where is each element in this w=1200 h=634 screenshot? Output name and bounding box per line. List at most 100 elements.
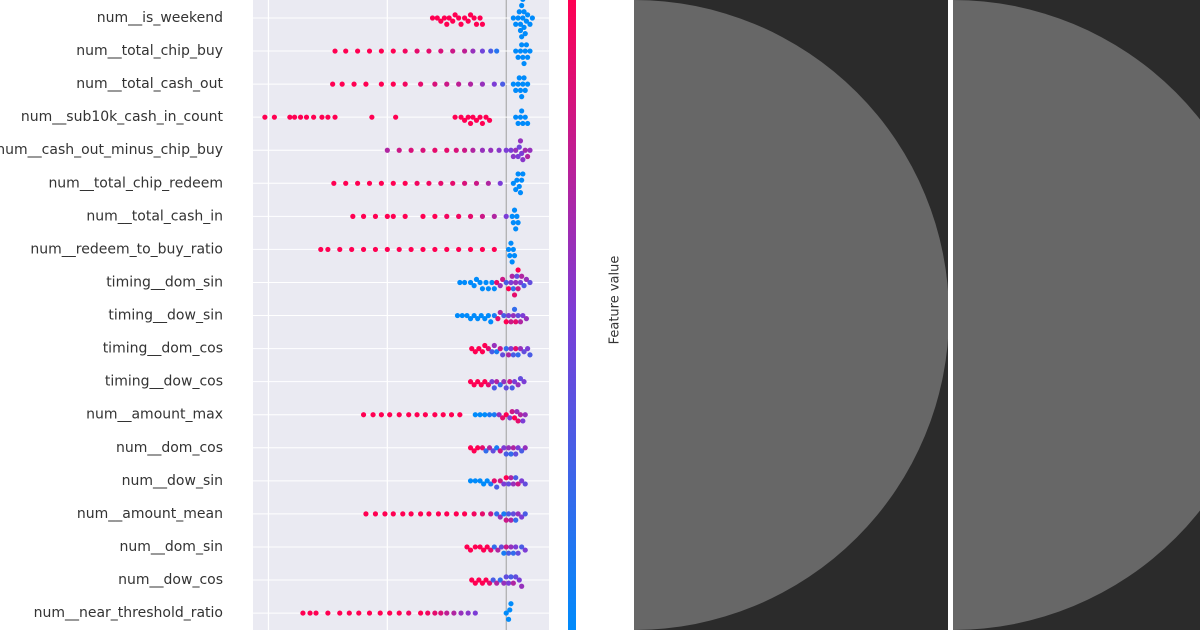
dot — [467, 120, 474, 127]
dot — [483, 577, 489, 583]
dot — [509, 259, 515, 265]
dot — [408, 147, 414, 153]
dot — [522, 412, 528, 418]
dot — [438, 48, 444, 54]
dot — [467, 379, 474, 385]
dot — [452, 12, 458, 18]
dot — [513, 346, 519, 352]
dot — [444, 610, 450, 616]
dot — [515, 511, 521, 517]
dot — [473, 21, 480, 27]
dot — [497, 283, 503, 289]
dot — [456, 213, 462, 219]
dot — [408, 246, 414, 253]
dot — [420, 147, 426, 153]
dot — [501, 379, 507, 385]
dot — [488, 319, 494, 325]
dot — [382, 511, 388, 517]
dot — [515, 312, 521, 319]
dot — [510, 481, 516, 487]
dot — [473, 276, 480, 282]
dot — [503, 544, 509, 550]
dot — [360, 213, 367, 219]
dot — [325, 610, 331, 616]
dot — [469, 577, 475, 583]
dot — [491, 286, 497, 292]
dot — [513, 517, 519, 523]
dot — [514, 213, 520, 219]
dot — [503, 279, 509, 286]
dot — [520, 15, 526, 21]
dot — [434, 15, 440, 21]
dot — [337, 610, 343, 616]
dot — [287, 114, 293, 120]
dot — [519, 34, 525, 40]
dot — [482, 379, 488, 385]
dot — [497, 514, 503, 520]
dot — [516, 183, 522, 190]
dot — [477, 478, 483, 484]
dot — [471, 312, 477, 319]
dot — [505, 246, 512, 253]
dot — [494, 580, 500, 586]
dot — [517, 190, 524, 196]
dot — [432, 213, 438, 219]
dot — [479, 580, 486, 586]
dot — [491, 478, 497, 484]
dot — [491, 81, 497, 87]
dot — [372, 511, 379, 517]
dot — [438, 610, 444, 616]
dot — [432, 246, 438, 253]
dot — [503, 412, 509, 418]
dot — [378, 81, 384, 87]
dot — [471, 448, 477, 454]
dot — [472, 580, 478, 586]
dot — [378, 180, 384, 186]
dot — [511, 415, 518, 421]
dot — [513, 279, 519, 286]
dot — [515, 220, 521, 226]
dot — [325, 114, 331, 120]
dot — [523, 316, 530, 322]
dot — [485, 312, 491, 319]
dot — [452, 114, 458, 120]
dot — [384, 147, 390, 153]
dot — [366, 48, 373, 54]
dot — [496, 147, 502, 153]
dot — [510, 445, 516, 451]
dot — [489, 349, 495, 355]
dot — [384, 246, 390, 253]
dot — [456, 15, 462, 21]
dot — [458, 21, 464, 27]
dot — [479, 349, 486, 355]
dot — [486, 445, 493, 451]
dot — [520, 418, 526, 424]
dot — [475, 379, 481, 385]
dot — [517, 48, 524, 54]
dot — [470, 114, 476, 120]
dot — [446, 15, 452, 21]
y-tick-label: num__dom_sin — [119, 539, 223, 555]
dot — [426, 48, 432, 54]
dot — [479, 246, 486, 253]
y-tick-label: num__amount_mean — [77, 506, 223, 522]
dot — [469, 346, 475, 352]
dot — [355, 48, 361, 54]
dot — [505, 286, 512, 292]
dot — [478, 382, 484, 388]
dot — [331, 180, 337, 186]
dot — [503, 385, 509, 391]
dot — [511, 292, 518, 298]
dot — [491, 246, 497, 253]
dot — [311, 114, 317, 120]
dot — [372, 246, 379, 253]
dot — [414, 48, 420, 54]
dot — [527, 279, 533, 286]
dot — [366, 610, 373, 616]
dot — [508, 240, 514, 246]
dot — [513, 48, 519, 54]
dot — [488, 547, 494, 553]
dot — [491, 544, 497, 550]
dot — [521, 349, 527, 355]
dot — [519, 448, 525, 454]
